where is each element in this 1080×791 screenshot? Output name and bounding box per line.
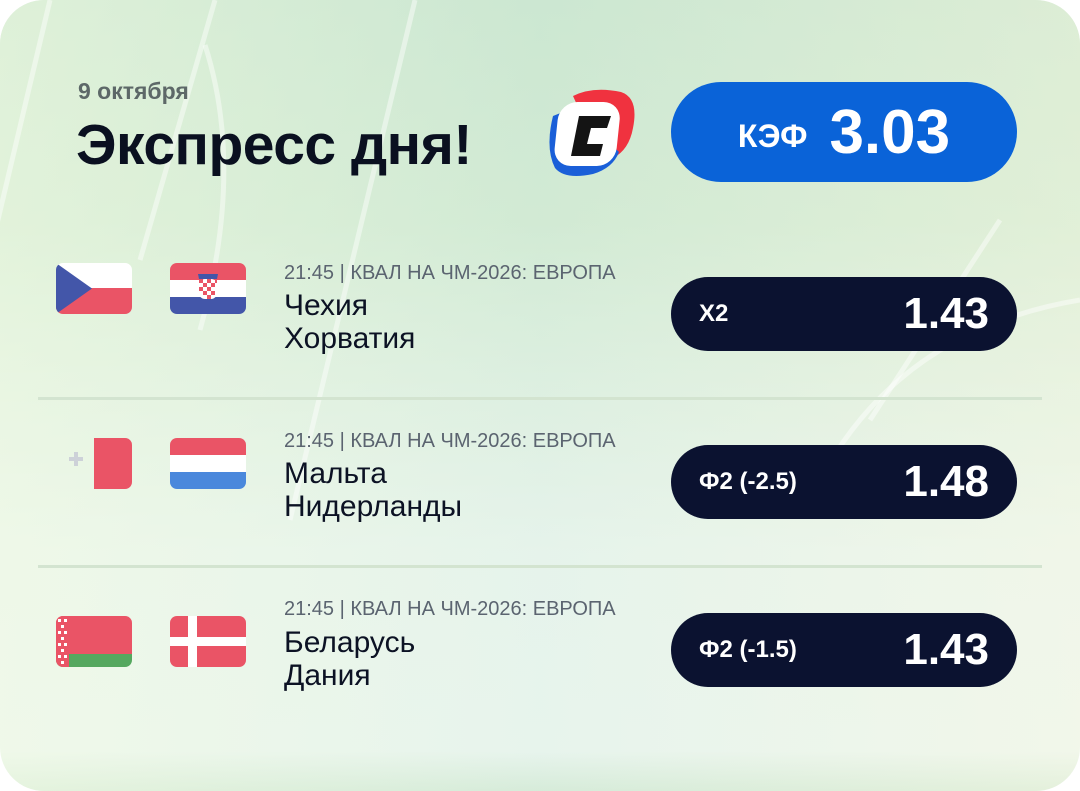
bet-odds: 1.43 (903, 625, 989, 674)
date-label: 9 октября (78, 78, 189, 104)
bet-pill[interactable]: Х2 1.43 (671, 277, 1017, 351)
away-team: Дания (284, 659, 371, 692)
home-team: Беларусь (284, 626, 416, 659)
brand-logo (549, 89, 635, 176)
total-odds-label: КЭФ (737, 117, 808, 154)
bet-market: Х2 (699, 300, 729, 327)
bet-odds: 1.48 (903, 457, 989, 506)
home-team: Мальта (284, 457, 387, 490)
away-team: Хорватия (284, 322, 416, 355)
match-meta: 21:45 | КВАЛ НА ЧМ-2026: ЕВРОПА (284, 430, 616, 452)
netherlands-flag-icon (170, 438, 246, 489)
divider (38, 565, 1042, 568)
total-odds-value: 3.03 (829, 97, 951, 167)
bet-market: Ф2 (-1.5) (699, 636, 797, 663)
bet-market: Ф2 (-2.5) (699, 468, 797, 495)
croatia-flag-icon (170, 263, 246, 314)
czech-flag-icon (56, 263, 132, 314)
match-meta: 21:45 | КВАЛ НА ЧМ-2026: ЕВРОПА (284, 598, 616, 620)
total-odds-badge: КЭФ 3.03 (671, 82, 1017, 182)
denmark-flag-icon (170, 616, 246, 667)
bet-pill[interactable]: Ф2 (-1.5) 1.43 (671, 613, 1017, 687)
bet-odds: 1.43 (903, 289, 989, 338)
away-team: Нидерланды (284, 490, 463, 523)
divider (38, 397, 1042, 400)
malta-flag-icon (56, 438, 132, 489)
belarus-flag-icon (56, 616, 132, 667)
home-team: Чехия (284, 289, 369, 322)
match-meta: 21:45 | КВАЛ НА ЧМ-2026: ЕВРОПА (284, 262, 616, 284)
bet-pill[interactable]: Ф2 (-2.5) 1.48 (671, 445, 1017, 519)
page-title: Экспресс дня! (76, 113, 472, 177)
